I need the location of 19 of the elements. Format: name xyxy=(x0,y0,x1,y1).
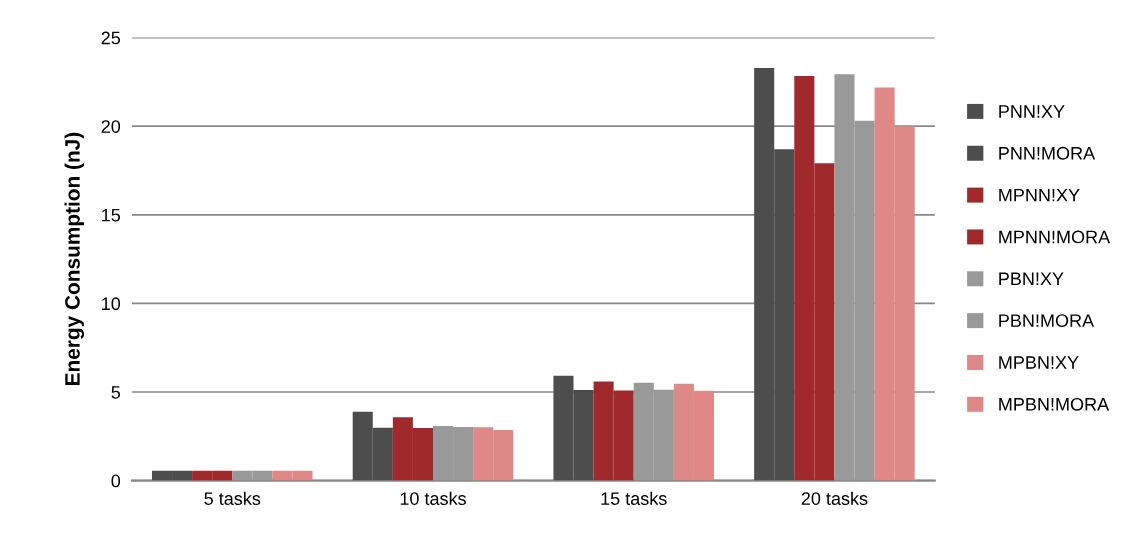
y-tick-label: 10 xyxy=(102,297,121,311)
legend-label: PBN!XY xyxy=(999,272,1064,286)
x-tick-label: 15 tasks xyxy=(601,491,667,505)
y-tick-label: 0 xyxy=(111,474,121,488)
y-axis-title: Energy Consumption (nJ) xyxy=(64,132,85,386)
legend-label: MPNN!XY xyxy=(999,188,1080,202)
legend-label: MPBN!MORA xyxy=(999,397,1110,411)
x-tick-label: 20 tasks xyxy=(801,491,868,505)
y-tick-label: 5 xyxy=(111,386,121,399)
legend-label: MPNN!MORA xyxy=(999,230,1111,244)
legend-label: MPBN!XY xyxy=(999,356,1079,369)
legend-label: PNN!XY xyxy=(999,105,1065,118)
x-tick-label: 5 tasks xyxy=(204,491,261,505)
x-tick-label: 10 tasks xyxy=(400,491,466,505)
legend-label: PNN!MORA xyxy=(999,146,1096,160)
legend-label: PBN!MORA xyxy=(999,314,1095,328)
y-tick-label: 25 xyxy=(101,31,121,45)
y-tick-label: 15 xyxy=(102,208,121,222)
y-tick-label: 20 xyxy=(101,120,121,133)
